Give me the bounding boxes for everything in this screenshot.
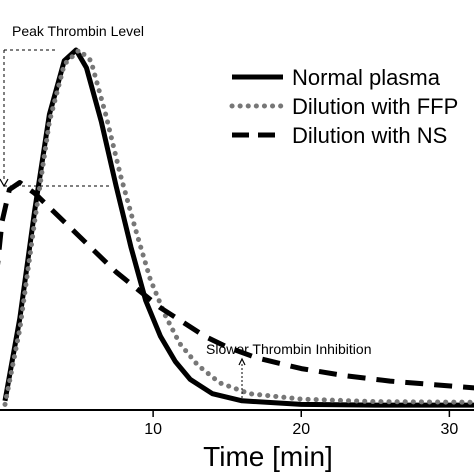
legend-label-2: Dilution with NS	[292, 123, 447, 148]
x-tick-label: 10	[144, 421, 162, 438]
x-tick-label: 20	[292, 421, 310, 438]
inhibition-arrow-head	[238, 357, 246, 366]
legend-label-0: Normal plasma	[292, 65, 441, 90]
annotation-inhibition: Slower Thrombin Inhibition	[206, 341, 372, 357]
plot-area	[0, 47, 474, 408]
x-tick-label: 30	[440, 421, 458, 438]
x-axis-title: Time [min]	[203, 441, 333, 472]
axes: 10 20 30	[0, 409, 474, 438]
legend: Normal plasma Dilution with FFP Dilution w…	[229, 65, 458, 148]
annotations: Peak Thrombin Level Slower Thrombin Inhib…	[0, 23, 372, 398]
series-line-2	[0, 180, 474, 391]
legend-label-1: Dilution with FFP	[292, 94, 458, 119]
series-line-1	[2, 47, 474, 407]
peak-arrow-head	[0, 178, 9, 188]
annotation-peak: Peak Thrombin Level	[12, 23, 144, 39]
